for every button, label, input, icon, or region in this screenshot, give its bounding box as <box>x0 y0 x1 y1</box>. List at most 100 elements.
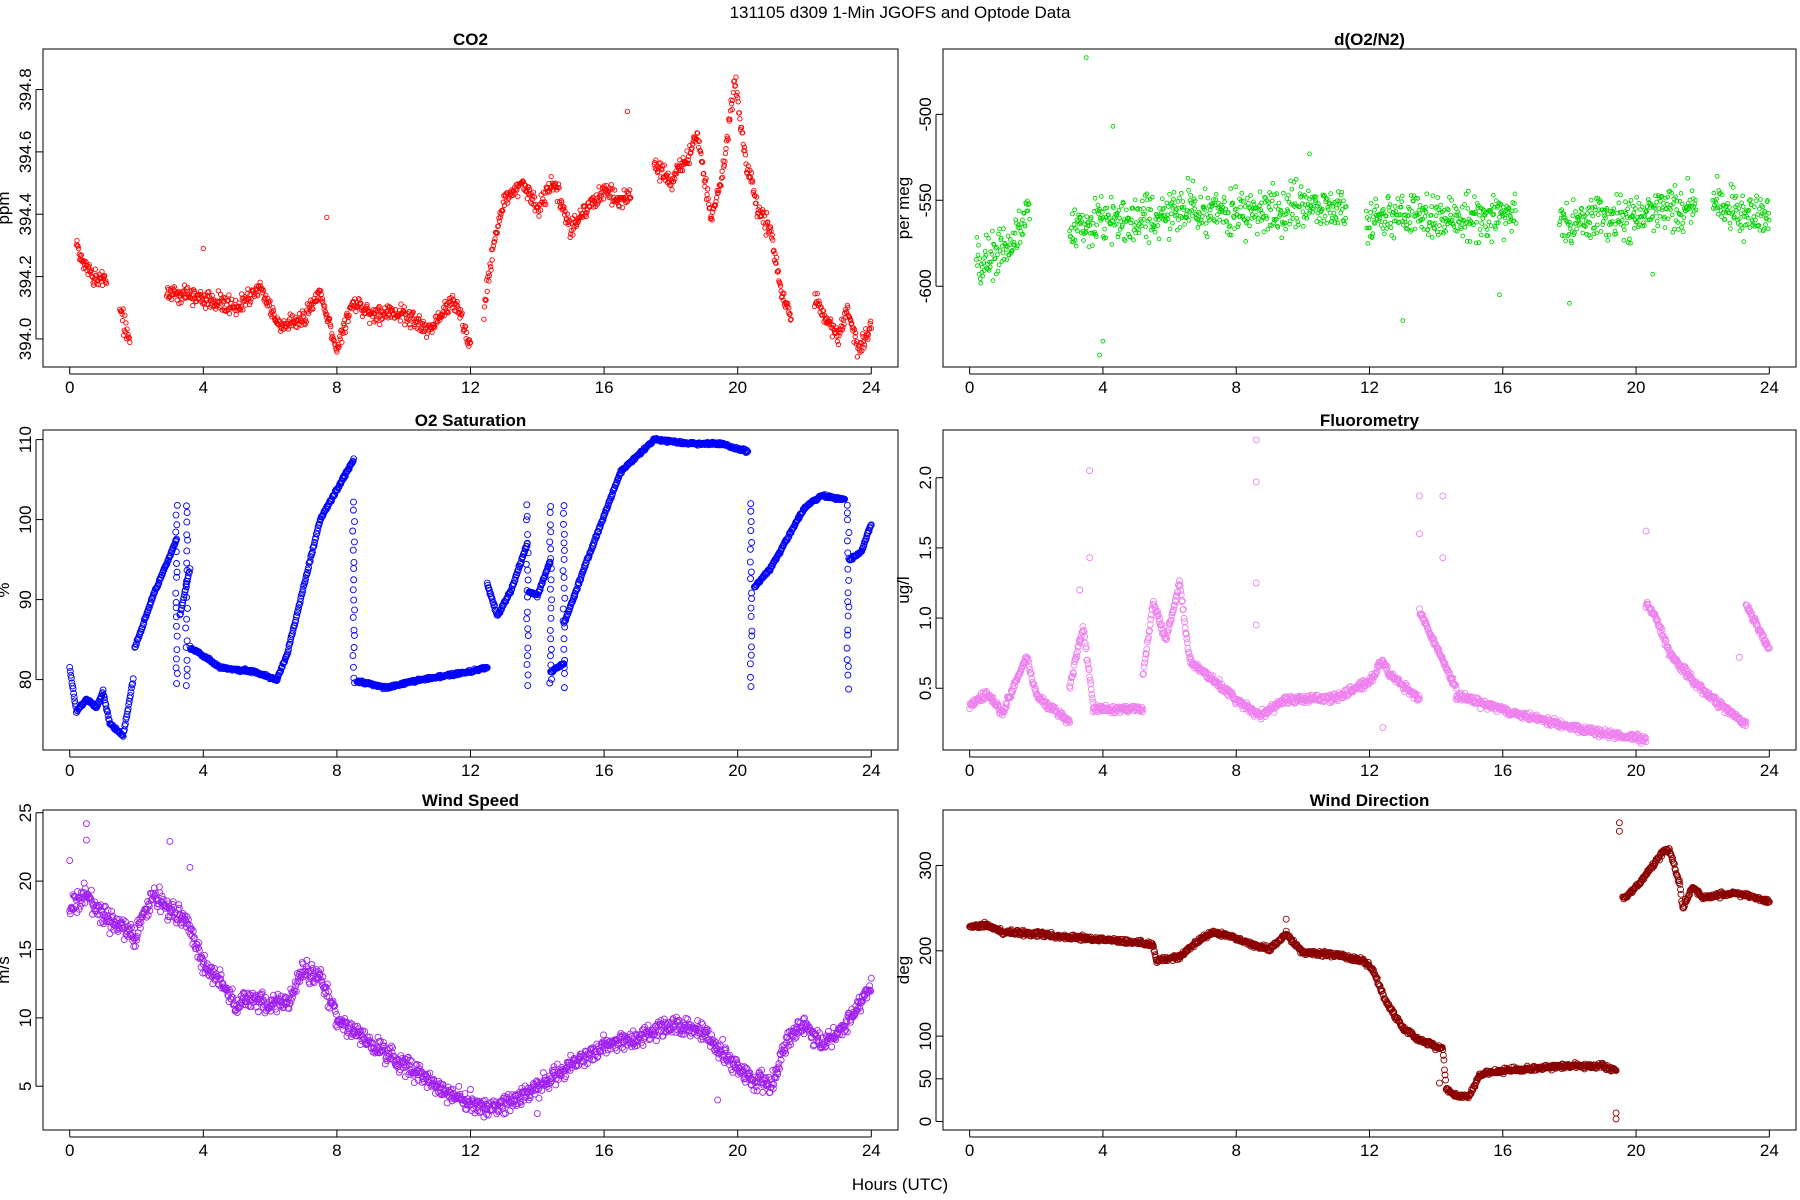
data-point <box>1171 196 1176 202</box>
data-point <box>1081 238 1086 243</box>
data-point <box>1207 207 1213 213</box>
data-point <box>102 272 108 279</box>
data-point <box>996 262 1002 268</box>
data-point <box>1249 212 1255 218</box>
data-point <box>491 239 498 245</box>
data-point <box>349 527 357 535</box>
y-tick-label: -550 <box>916 183 935 217</box>
data-point <box>547 528 555 536</box>
data-point <box>546 585 554 593</box>
data-point <box>466 337 473 343</box>
data-point <box>1100 215 1106 220</box>
data-point <box>1764 216 1769 222</box>
data-point <box>405 316 411 322</box>
data-point <box>1488 223 1494 229</box>
data-point <box>1563 238 1568 244</box>
data-point <box>1647 217 1652 222</box>
data-point <box>1146 206 1151 212</box>
data-point <box>1732 214 1737 220</box>
data-point <box>1691 203 1697 209</box>
data-point <box>182 624 190 632</box>
data-point <box>868 318 874 324</box>
data-point <box>702 183 708 190</box>
data-point <box>560 645 568 653</box>
data-point <box>1664 201 1670 207</box>
data-point <box>103 278 109 284</box>
data-point <box>1688 220 1694 225</box>
data-point <box>1185 175 1191 181</box>
data-point <box>627 187 633 193</box>
data-point <box>69 685 77 693</box>
data-point <box>1373 196 1378 202</box>
data-point <box>619 205 626 211</box>
data-point <box>750 179 756 185</box>
data-point <box>1278 209 1284 214</box>
data-point <box>1265 226 1271 232</box>
data-point <box>553 180 559 186</box>
data-point <box>1714 173 1720 179</box>
data-point <box>1473 209 1478 215</box>
data-point <box>1754 193 1759 199</box>
data-point <box>1084 214 1090 220</box>
data-point <box>1201 204 1207 210</box>
data-point <box>1587 220 1593 226</box>
data-point <box>285 326 292 332</box>
data-point <box>1087 680 1095 688</box>
data-point <box>852 333 858 340</box>
data-point <box>748 595 756 603</box>
data-point <box>1588 197 1594 203</box>
data-point <box>334 349 340 355</box>
data-point <box>1173 209 1179 215</box>
data-point <box>728 101 735 107</box>
data-point <box>1508 214 1513 220</box>
data-point <box>993 245 999 251</box>
data-point <box>1634 194 1639 200</box>
data-point <box>570 232 576 238</box>
data-point <box>753 194 760 200</box>
data-point <box>983 232 989 238</box>
data-point <box>1140 198 1145 204</box>
data-point <box>768 228 774 235</box>
data-point <box>1678 212 1683 218</box>
data-point <box>481 316 487 322</box>
data-point <box>389 305 395 312</box>
data-point <box>1271 216 1277 222</box>
data-point <box>1296 222 1301 228</box>
data-point <box>1502 212 1507 218</box>
data-point <box>1293 224 1298 230</box>
data-point <box>1097 207 1102 212</box>
data-point <box>722 158 728 165</box>
data-point <box>761 209 767 215</box>
data-point <box>524 652 531 660</box>
data-point <box>1233 184 1239 190</box>
data-point <box>267 298 273 304</box>
data-point <box>977 276 983 282</box>
data-point <box>746 673 754 681</box>
data-point <box>1186 187 1191 193</box>
data-point <box>101 696 109 704</box>
data-point <box>1570 197 1576 203</box>
data-point <box>350 576 358 584</box>
data-point <box>1594 230 1599 236</box>
data-point <box>1680 229 1686 235</box>
data-point <box>190 302 196 309</box>
x-tick-label: 24 <box>1760 761 1779 780</box>
data-point <box>704 186 711 192</box>
data-point <box>1290 216 1296 221</box>
data-point <box>377 321 383 328</box>
data-point <box>1070 211 1075 217</box>
data-point <box>1382 231 1387 237</box>
data-point <box>1293 176 1299 182</box>
data-point <box>976 242 981 248</box>
data-point <box>1127 234 1132 240</box>
data-point <box>1677 198 1683 204</box>
data-point <box>1674 198 1680 204</box>
data-point <box>1017 240 1023 245</box>
data-point <box>1279 235 1285 241</box>
data-point <box>339 339 345 345</box>
data-point <box>1568 223 1573 228</box>
data-point <box>998 235 1004 241</box>
data-point <box>1022 223 1028 229</box>
data-point <box>1673 194 1678 200</box>
data-point <box>1411 198 1416 204</box>
